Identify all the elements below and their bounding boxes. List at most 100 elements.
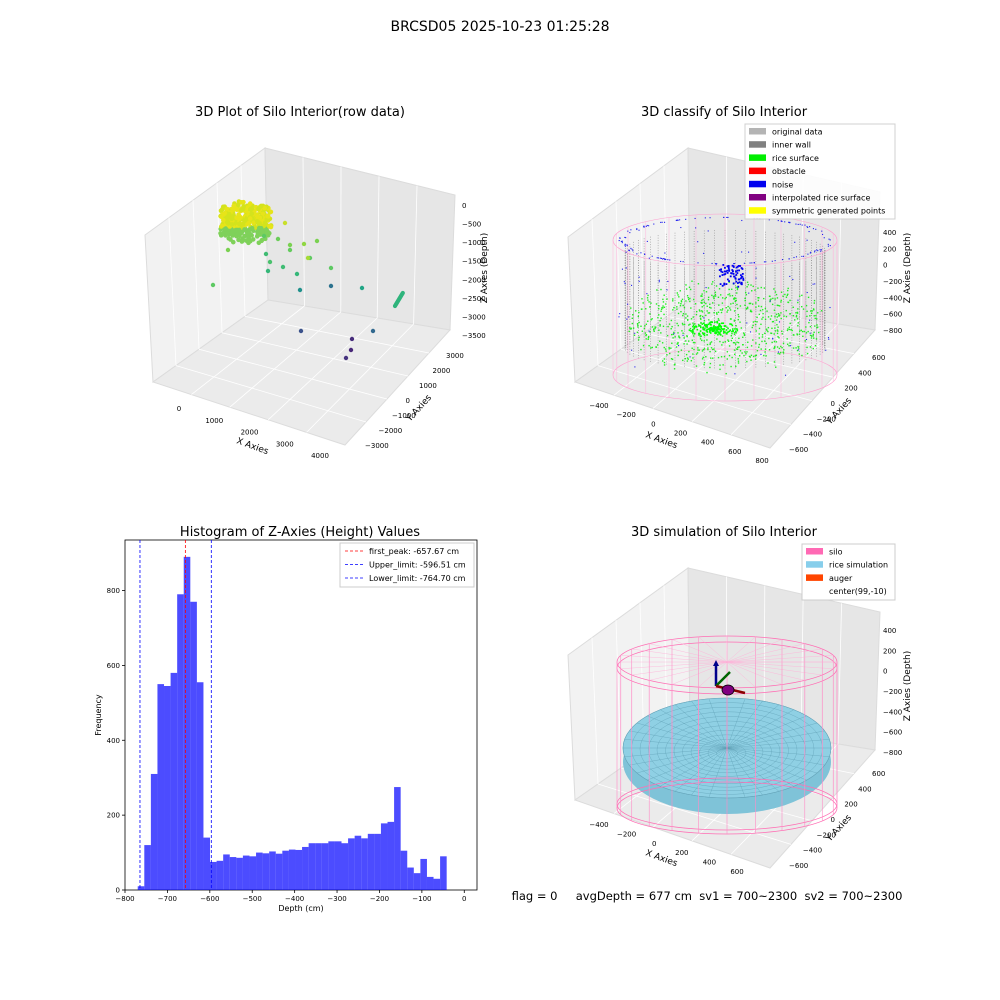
histogram-bar <box>210 861 217 890</box>
rice-surface-point <box>693 298 695 301</box>
raw-point-cloud <box>210 199 405 361</box>
rice-surface-point <box>701 323 704 325</box>
rice-surface-point <box>636 323 639 325</box>
rice-surface-point <box>659 325 661 327</box>
rice-surface-point <box>714 326 717 328</box>
classify-z-tick-label: −400 <box>883 294 902 302</box>
noise-point <box>814 251 816 253</box>
grid-line <box>620 348 813 402</box>
simulation-y-axis-label: Y Axies <box>824 813 854 845</box>
simulation-legend: silo rice simulation auger center(99,-10) <box>801 543 896 601</box>
rice-surface-point <box>775 319 778 321</box>
rice-surface-point <box>717 331 719 333</box>
rice-surface-point <box>772 297 774 300</box>
rice-surface-point <box>638 311 640 314</box>
rice-surface-point <box>746 281 749 283</box>
rice-surface-point <box>746 286 748 288</box>
classify-y-tick-label: −600 <box>789 446 808 454</box>
rice-surface-point <box>745 352 747 355</box>
rice-surface-point <box>813 331 815 334</box>
rice-surface-point <box>682 332 684 334</box>
rice-surface-point <box>628 327 631 329</box>
rice-surface-point <box>709 362 712 365</box>
rice-surface-point <box>670 319 673 322</box>
noise-point <box>703 252 705 254</box>
rice-surface-point <box>773 288 775 290</box>
noise-point <box>797 299 799 301</box>
rice-surface-point <box>776 332 779 335</box>
rice-surface-point <box>683 343 685 345</box>
rice-surface-point <box>787 287 789 290</box>
noise-point <box>682 334 684 336</box>
noise-point <box>624 236 626 238</box>
raw-point <box>236 221 242 227</box>
rice-surface-point <box>735 330 737 333</box>
classify-legend-swatch <box>749 128 766 135</box>
histogram-title: Histogram of Z-Axies (Height) Values <box>180 525 420 540</box>
noise-point <box>694 217 696 220</box>
rice-surface-point <box>717 356 720 359</box>
rice-surface-point <box>814 344 817 347</box>
rice-surface-point <box>749 356 751 358</box>
rice-surface-point <box>672 309 674 311</box>
noise-point <box>619 313 621 315</box>
histogram-bar <box>374 833 381 890</box>
rice-surface-point <box>771 341 773 344</box>
rice-surface-point <box>737 341 740 344</box>
rice-surface-point <box>748 302 751 305</box>
rice-surface-point <box>706 326 709 328</box>
noise-point <box>799 223 801 225</box>
noise-point <box>812 228 814 230</box>
panel-classify-title: 3D classify of Silo Interior <box>641 105 808 120</box>
status-line: flag = 0 avgDepth = 677 cm sv1 = 700~230… <box>512 889 903 903</box>
simulation-x-axis-label: X Axies <box>644 848 679 869</box>
rice-surface-point <box>735 332 737 334</box>
rice-surface-point <box>706 334 708 336</box>
rice-surface-point <box>797 345 799 348</box>
noise-point <box>771 260 773 262</box>
grid-line <box>613 305 728 396</box>
rice-surface-point <box>718 324 721 326</box>
rice-surface-point <box>724 325 726 327</box>
rice-surface-point <box>647 338 649 341</box>
noise-point <box>720 270 723 273</box>
rice-surface-point <box>817 312 819 314</box>
rice-surface-point <box>789 322 791 325</box>
histogram-bar <box>256 852 263 890</box>
rice-surface-point <box>707 323 710 326</box>
rice-surface-point <box>760 323 762 326</box>
rice-surface-point <box>670 358 673 360</box>
noise-point <box>658 279 660 281</box>
rice-mesh-spoke <box>624 747 728 757</box>
noise-point <box>820 249 823 251</box>
rice-surface-point <box>705 356 707 358</box>
silo-lid-spoke <box>620 661 728 669</box>
noise-point <box>738 269 740 272</box>
classify-x-tick-label: 400 <box>701 439 714 447</box>
noise-point <box>777 220 779 222</box>
rice-surface-point <box>689 327 692 330</box>
rice-surface-point <box>703 301 706 304</box>
histogram-bar <box>367 833 375 890</box>
rice-surface-point <box>686 357 689 359</box>
noise-point <box>620 240 622 242</box>
noise-point <box>743 262 745 264</box>
rice-surface-point <box>665 303 667 305</box>
rice-surface-point <box>637 324 639 326</box>
rice-surface-point <box>770 332 772 334</box>
rice-surface-point <box>717 296 720 298</box>
raw-point <box>247 227 252 232</box>
histogram-x-tick-label: −200 <box>370 895 389 903</box>
noise-point <box>727 266 730 269</box>
rice-surface-point <box>719 324 721 327</box>
rice-surface-point <box>787 301 790 304</box>
rice-surface-point <box>653 330 655 332</box>
rice-surface-point <box>731 337 734 340</box>
rice-surface-point <box>736 329 739 331</box>
rice-surface-point <box>661 342 664 344</box>
noise-point <box>741 272 744 275</box>
rice-surface-point <box>715 328 717 331</box>
noise-point <box>621 240 623 242</box>
rice-surface-point <box>704 327 706 330</box>
rice-surface-point <box>728 354 731 357</box>
